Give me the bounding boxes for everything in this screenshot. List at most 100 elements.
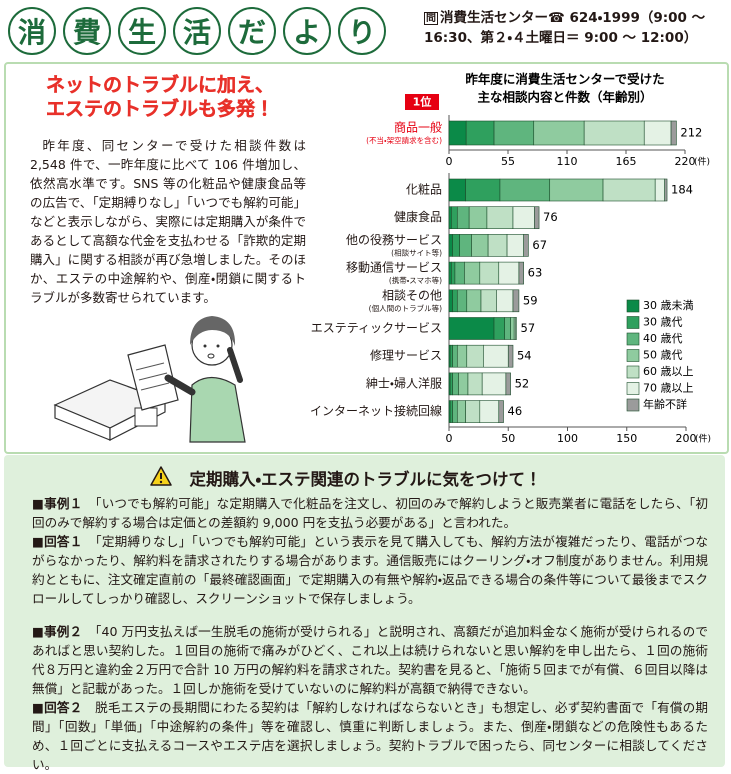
- x-tick-label: 165: [616, 155, 637, 168]
- item-label: ■事例２: [32, 624, 83, 639]
- bar-segment: [467, 372, 483, 396]
- bar-segment: [523, 234, 529, 257]
- title-char: 消: [8, 7, 56, 55]
- bar-segment: [449, 344, 453, 368]
- legend-swatch: [626, 365, 640, 379]
- bar-segment: [499, 178, 551, 202]
- title-char: よ: [283, 7, 331, 55]
- bar-segment: [493, 317, 505, 340]
- category-label: 化粧品: [406, 183, 442, 197]
- item-text: 「40 万円支払えば一生脱毛の施術が受けられる」と説明され、高額だが追加料金なく…: [32, 624, 708, 696]
- bar-segment: [451, 206, 458, 229]
- person-hair: [190, 316, 236, 346]
- rank-badge: 1位: [413, 95, 432, 109]
- bar-segment: [448, 261, 452, 285]
- bar-segment: [466, 289, 482, 313]
- bar-segment: [643, 120, 672, 146]
- chart-title: 主な相談内容と件数（年齢別）: [477, 90, 652, 105]
- person-hand: [227, 347, 243, 383]
- bar-segment: [486, 206, 514, 229]
- eye: [203, 344, 207, 348]
- legend-label: 30 歳未満: [643, 299, 694, 312]
- bar-segment: [449, 372, 453, 396]
- total-label: 59: [523, 293, 538, 307]
- warning-icon: [150, 466, 172, 486]
- bar-segment: [448, 234, 453, 257]
- bar-segment: [481, 372, 507, 396]
- bar-segment: [448, 317, 495, 340]
- x-tick-label: 220: [675, 155, 696, 168]
- title-char: り: [338, 7, 386, 55]
- category-note: (不当・架空請求を含む): [366, 135, 442, 145]
- bar-segment: [448, 178, 466, 202]
- notice-item: ■回答２ 脱毛エステの長期間にわたる契約は「解約しなければならないとき」も想定し…: [32, 698, 708, 774]
- bar-segment: [533, 120, 585, 146]
- bar-segment: [507, 344, 514, 368]
- category-label: 商品一般: [394, 121, 442, 135]
- item-label: ■回答１: [32, 534, 83, 549]
- total-label: 46: [508, 404, 523, 418]
- bar-segment: [512, 289, 520, 313]
- notice-item: ■事例２ 「40 万円支払えば一生脱毛の施術が受けられる」と説明され、高額だが追…: [32, 622, 708, 698]
- category-label: 健康食品: [394, 210, 442, 224]
- item-label: ■回答２: [32, 700, 83, 715]
- bar-segment: [493, 120, 535, 146]
- category-note: (携帯・スマホ等): [389, 275, 442, 285]
- axis-unit: (件): [695, 433, 711, 445]
- contact-info: 問消費生活センター☎ 624・1999（9:00 ～ 16:30、第２・４土曜日…: [424, 8, 724, 48]
- legend-label: 30 歳代: [643, 316, 683, 329]
- item-label: ■事例１: [32, 496, 83, 511]
- item-text: 「定期縛りなし」「いつでも解約可能」という表示を見て購入しても、解約方法が複雑だ…: [32, 534, 709, 606]
- legend-swatch: [626, 299, 640, 313]
- bar-segment: [464, 261, 481, 285]
- bar-segment: [456, 206, 470, 229]
- total-label: 57: [521, 321, 536, 335]
- bar-segment: [534, 206, 540, 229]
- legend-swatch: [626, 332, 640, 346]
- person-body: [189, 376, 246, 443]
- total-label: 63: [528, 266, 543, 280]
- bar-segment: [456, 344, 468, 368]
- bar-segment: [487, 234, 508, 257]
- bar-segment: [452, 289, 458, 313]
- warning-dot: [159, 480, 163, 484]
- title-char: 活: [173, 7, 221, 55]
- x-tick-label: 110: [557, 155, 578, 168]
- person-arm: [164, 374, 196, 396]
- legend-swatch: [626, 349, 640, 362]
- x-tick-label: 55: [501, 155, 515, 168]
- bar-segment: [479, 261, 500, 285]
- title-char: 生: [118, 7, 166, 55]
- bar-segment: [506, 234, 524, 257]
- legend-label: 年齢不詳: [643, 397, 687, 411]
- title-char: 費: [63, 7, 111, 55]
- item-text: 「いつでも解約可能」な定期購入で化粧品を注文し、初回のみで解約しようと販売業者に…: [32, 496, 709, 530]
- x-tick-label: 0: [446, 155, 453, 168]
- bar-segment: [468, 206, 488, 229]
- total-label: 212: [680, 126, 702, 140]
- bar-segment: [498, 261, 520, 285]
- title-char: だ: [228, 7, 276, 55]
- bar-segment: [518, 261, 524, 285]
- bar-segment: [448, 120, 467, 146]
- total-label: 52: [515, 376, 530, 390]
- bar-segment: [452, 372, 459, 396]
- axis-unit: (件): [694, 156, 710, 168]
- legend-label: 70 歳以上: [643, 382, 694, 395]
- bar-segment: [452, 400, 458, 423]
- category-label: 相談その他: [382, 288, 442, 302]
- notice-panel: [4, 455, 725, 767]
- bar-segment: [549, 178, 604, 202]
- category-label: インターネット接続回線: [310, 403, 442, 418]
- bar-segment: [458, 372, 469, 396]
- notice-item: ■回答１ 「定期縛りなし」「いつでも解約可能」という表示を見て購入しても、解約方…: [32, 532, 708, 608]
- legend-swatch: [626, 398, 640, 412]
- category-label: 修理サービス: [370, 348, 442, 363]
- bar-segment: [498, 400, 504, 423]
- bar-segment: [483, 344, 509, 368]
- paper-line: [138, 372, 168, 381]
- notice-items: ■事例１ 「いつでも解約可能」な定期購入で化粧品を注文し、初回のみで解約しようと…: [32, 494, 708, 774]
- total-label: 76: [543, 210, 558, 224]
